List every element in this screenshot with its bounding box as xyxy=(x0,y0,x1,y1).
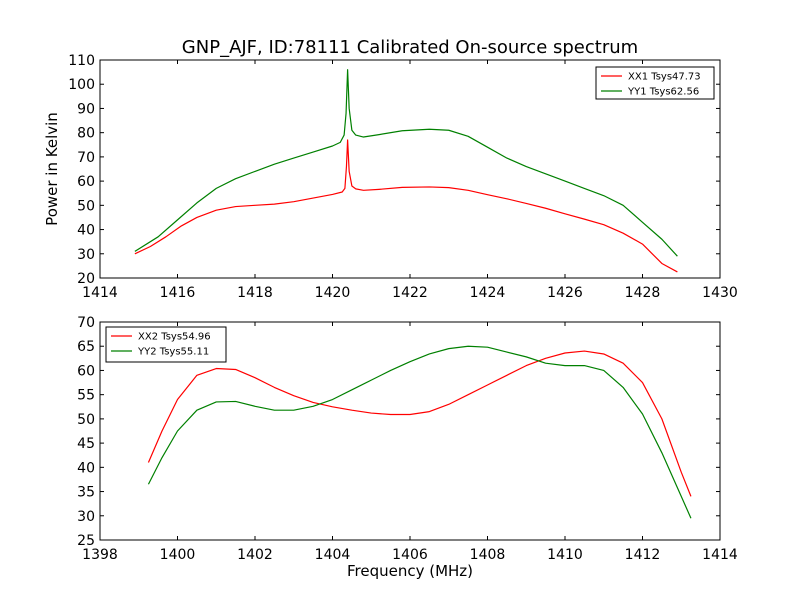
series-line-1-2 xyxy=(134,69,678,257)
series-line-2-1 xyxy=(147,350,692,497)
chart-panel-2: 1398 1400 1402 1404 1406 1408 1410 1412 1414 25 30… xyxy=(77,315,738,580)
x-tick-label: 1426 xyxy=(547,285,583,301)
y-tick-label: 20 xyxy=(77,271,95,287)
legend-label: YY2 Tsys55.11 xyxy=(137,347,209,358)
legend-label: YY1 Tsys62.56 xyxy=(627,87,699,98)
x-tick-label: 1420 xyxy=(315,285,351,301)
x-tick-label: 1416 xyxy=(160,285,196,301)
legend: XX2 Tsys54.96 YY2 Tsys55.11 xyxy=(105,326,227,363)
x-tick-label: 1424 xyxy=(470,285,506,301)
x-tick-label: 1418 xyxy=(237,285,273,301)
x-tick-label: 1412 xyxy=(625,547,661,563)
x-tick-label: 1410 xyxy=(547,547,583,563)
chart-panel-1: 1414 1416 1418 1420 1422 1424 1426 1428 1430 20 30… xyxy=(43,53,738,301)
x-tick-label: 1398 xyxy=(82,547,118,563)
y-tick-label: 90 xyxy=(77,101,95,117)
legend-label: XX1 Tsys47.73 xyxy=(628,72,701,83)
y-tick-label: 60 xyxy=(77,363,95,379)
y-tick-label: 60 xyxy=(77,174,95,190)
legend: XX1 Tsys47.73 YY1 Tsys62.56 xyxy=(595,66,715,100)
y-axis-label: Power in Kelvin xyxy=(43,112,61,226)
y-tick-label: 110 xyxy=(68,53,95,69)
y-tick-label: 50 xyxy=(77,198,95,214)
x-axis-label: Frequency (MHz) xyxy=(347,562,473,580)
y-tick-label: 40 xyxy=(77,460,95,476)
y-tick-label: 55 xyxy=(77,388,95,404)
x-tick-label: 1404 xyxy=(315,547,351,563)
legend-label: XX2 Tsys54.96 xyxy=(138,332,211,343)
series-line-1-1 xyxy=(134,139,678,273)
series-line-2-2 xyxy=(147,345,692,519)
y-tick-label: 70 xyxy=(77,150,95,166)
x-tick-label: 1406 xyxy=(392,547,428,563)
x-tick-label: 1400 xyxy=(160,547,196,563)
y-tick-label: 35 xyxy=(77,485,95,501)
y-tick-label: 30 xyxy=(77,247,95,263)
legend-box xyxy=(105,326,227,363)
x-tick-label: 1414 xyxy=(82,285,118,301)
figure-title: GNP_AJF, ID:78111 Calibrated On-source s… xyxy=(182,37,638,58)
x-tick-label: 1422 xyxy=(392,285,428,301)
y-tick-label: 100 xyxy=(68,77,95,93)
y-tick-label: 50 xyxy=(77,412,95,428)
x-tick-label: 1430 xyxy=(702,285,738,301)
y-tick-label: 25 xyxy=(77,533,95,549)
y-tick-label: 30 xyxy=(77,509,95,525)
x-tick-label: 1408 xyxy=(470,547,506,563)
x-tick-label: 1402 xyxy=(237,547,273,563)
y-tick-label: 45 xyxy=(77,436,95,452)
x-tick-label: 1414 xyxy=(702,547,738,563)
y-tick-label: 80 xyxy=(77,126,95,142)
y-tick-label: 40 xyxy=(77,223,95,239)
y-tick-label: 70 xyxy=(77,315,95,331)
legend-box xyxy=(595,66,715,100)
y-tick-label: 65 xyxy=(77,339,95,355)
x-tick-label: 1428 xyxy=(625,285,661,301)
